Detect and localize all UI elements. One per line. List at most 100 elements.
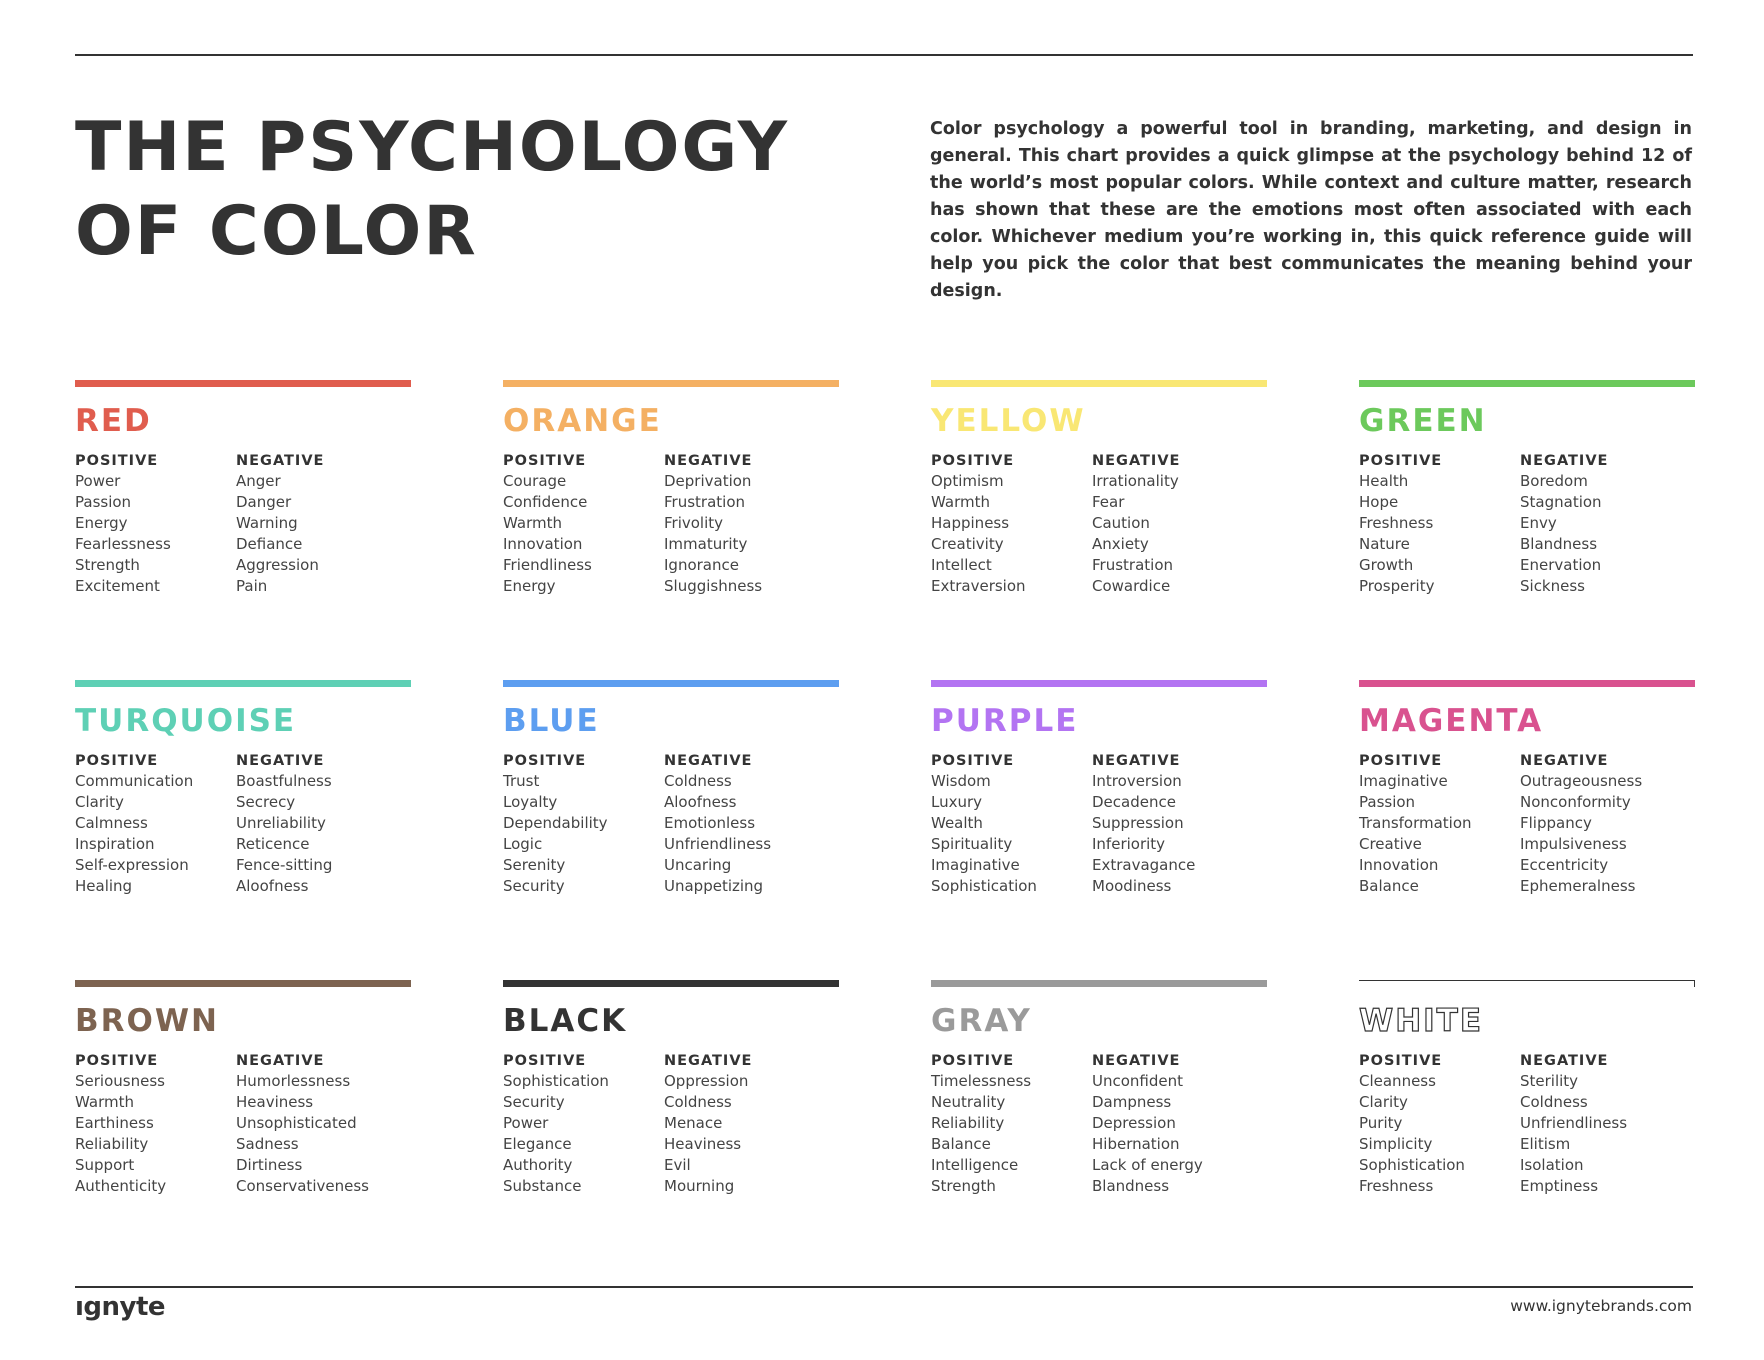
brand-logo: ıgnyte [75, 1292, 166, 1322]
trait-item: Security [503, 877, 565, 895]
page-title-line: THE PSYCHOLOGY [75, 108, 789, 187]
negative-list: Boredom Stagnation Envy Blandness Enervation… [1520, 471, 1681, 597]
trait-item: Sophistication [1359, 1156, 1465, 1174]
trait-item: Support [75, 1156, 135, 1174]
trait-item: Health [1359, 472, 1409, 490]
trait-item: Courage [503, 472, 567, 490]
traits-columns: POSITIVE Cleanness Clarity Purity Simplicity… [1359, 1051, 1695, 1197]
trait-item: Warmth [75, 1093, 134, 1111]
positive-list: Imaginative Passion Transformation Creative… [1359, 771, 1520, 897]
trait-item: Unsophisticated [236, 1114, 357, 1132]
trait-item: Frustration [1092, 556, 1173, 574]
traits-columns: POSITIVE Power Passion Energy Fearlessness St… [75, 451, 411, 597]
trait-item: Coldness [1520, 1093, 1588, 1111]
positive-heading: POSITIVE [1359, 1053, 1443, 1069]
trait-item: Immaturity [664, 535, 748, 553]
trait-item: Aloofness [236, 877, 309, 895]
negative-list: Deprivation Frustration Frivolity Immaturit… [664, 471, 825, 597]
positive-heading: POSITIVE [503, 753, 587, 769]
traits-columns: POSITIVE Health Hope Freshness Nature Growth P… [1359, 451, 1695, 597]
trait-item: Innovation [1359, 856, 1439, 874]
color-bar [931, 680, 1267, 687]
trait-item: Anger [236, 472, 281, 490]
trait-item: Optimism [931, 472, 1004, 490]
trait-item: Ephemeralness [1520, 877, 1636, 895]
trait-item: Fear [1092, 493, 1125, 511]
trait-item: Depression [1092, 1114, 1176, 1132]
trait-item: Unfriendliness [664, 835, 772, 853]
trait-item: Fence-sitting [236, 856, 333, 874]
trait-item: Blandness [1092, 1177, 1170, 1195]
trait-item: Hope [1359, 493, 1399, 511]
color-bar [931, 380, 1267, 387]
positive-traits: POSITIVE Power Passion Energy Fearlessness St… [75, 451, 236, 597]
negative-list: Outrageousness Nonconformity Flippancy Impu… [1520, 771, 1681, 897]
positive-traits: POSITIVE Courage Confidence Warmth Innovatio… [503, 451, 664, 597]
trait-item: Emptiness [1520, 1177, 1599, 1195]
negative-list: Oppression Coldness Menace Heaviness Evil Mou… [664, 1071, 825, 1197]
negative-heading: NEGATIVE [664, 753, 753, 769]
trait-item: Hibernation [1092, 1135, 1180, 1153]
trait-item: Substance [503, 1177, 582, 1195]
color-grid: RED POSITIVE Power Passion Energy Fearlessnes… [75, 380, 1695, 1280]
positive-heading: POSITIVE [75, 753, 159, 769]
color-bar [1359, 680, 1695, 687]
trait-item: Caution [1092, 514, 1150, 532]
negative-traits: NEGATIVE Sterility Coldness Unfriendliness E… [1520, 1051, 1681, 1197]
negative-heading: NEGATIVE [664, 453, 753, 469]
trait-item: Serenity [503, 856, 566, 874]
trait-item: Moodiness [1092, 877, 1172, 895]
trait-item: Mourning [664, 1177, 735, 1195]
trait-item: Reticence [236, 835, 310, 853]
positive-heading: POSITIVE [931, 1053, 1015, 1069]
trait-item: Earthiness [75, 1114, 154, 1132]
negative-traits: NEGATIVE Unconfident Dampness Depression Hib… [1092, 1051, 1253, 1197]
trait-item: Security [503, 1093, 565, 1111]
trait-item: Sterility [1520, 1072, 1579, 1090]
trait-item: Boredom [1520, 472, 1588, 490]
positive-traits: POSITIVE Imaginative Passion Transformation… [1359, 751, 1520, 897]
trait-item: Loyalty [503, 793, 558, 811]
color-bar [75, 980, 411, 987]
color-bar [503, 680, 839, 687]
color-bar [75, 380, 411, 387]
traits-columns: POSITIVE Seriousness Warmth Earthiness Relia… [75, 1051, 411, 1197]
positive-list: Timelessness Neutrality Reliability Balance… [931, 1071, 1092, 1197]
trait-item: Freshness [1359, 1177, 1434, 1195]
negative-list: Unconfident Dampness Depression Hibernation… [1092, 1071, 1253, 1197]
trait-item: Creative [1359, 835, 1422, 853]
trait-item: Intellect [931, 556, 992, 574]
traits-columns: POSITIVE Imaginative Passion Transformation… [1359, 751, 1695, 897]
trait-item: Prosperity [1359, 577, 1435, 595]
trait-item: Confidence [503, 493, 588, 511]
trait-item: Logic [503, 835, 543, 853]
trait-item: Imaginative [931, 856, 1020, 874]
negative-list: Humorlessness Heaviness Unsophisticated Sad… [236, 1071, 397, 1197]
trait-item: Transformation [1359, 814, 1472, 832]
trait-item: Aggression [236, 556, 319, 574]
trait-item: Deprivation [664, 472, 752, 490]
trait-item: Warning [236, 514, 298, 532]
trait-item: Eccentricity [1520, 856, 1609, 874]
trait-item: Nonconformity [1520, 793, 1631, 811]
trait-item: Enervation [1520, 556, 1602, 574]
trait-item: Anxiety [1092, 535, 1149, 553]
traits-columns: POSITIVE Trust Loyalty Dependability Logic Se… [503, 751, 839, 897]
trait-item: Boastfulness [236, 772, 332, 790]
negative-heading: NEGATIVE [1092, 453, 1181, 469]
trait-item: Intelligence [931, 1156, 1019, 1174]
traits-columns: POSITIVE Sophistication Security Power Elega… [503, 1051, 839, 1197]
trait-item: Decadence [1092, 793, 1176, 811]
color-name: BLUE [503, 703, 600, 739]
trait-item: Stagnation [1520, 493, 1602, 511]
trait-item: Clarity [1359, 1093, 1408, 1111]
negative-traits: NEGATIVE Outrageousness Nonconformity Flipp… [1520, 751, 1681, 897]
trait-item: Energy [75, 514, 128, 532]
trait-item: Cleanness [1359, 1072, 1436, 1090]
positive-list: Trust Loyalty Dependability Logic Serenity Se… [503, 771, 664, 897]
positive-list: Health Hope Freshness Nature Growth Prosperit… [1359, 471, 1520, 597]
negative-list: Coldness Aloofness Emotionless Unfriendline… [664, 771, 825, 897]
color-name: BROWN [75, 1003, 219, 1039]
negative-heading: NEGATIVE [1520, 753, 1609, 769]
trait-item: Sadness [236, 1135, 299, 1153]
